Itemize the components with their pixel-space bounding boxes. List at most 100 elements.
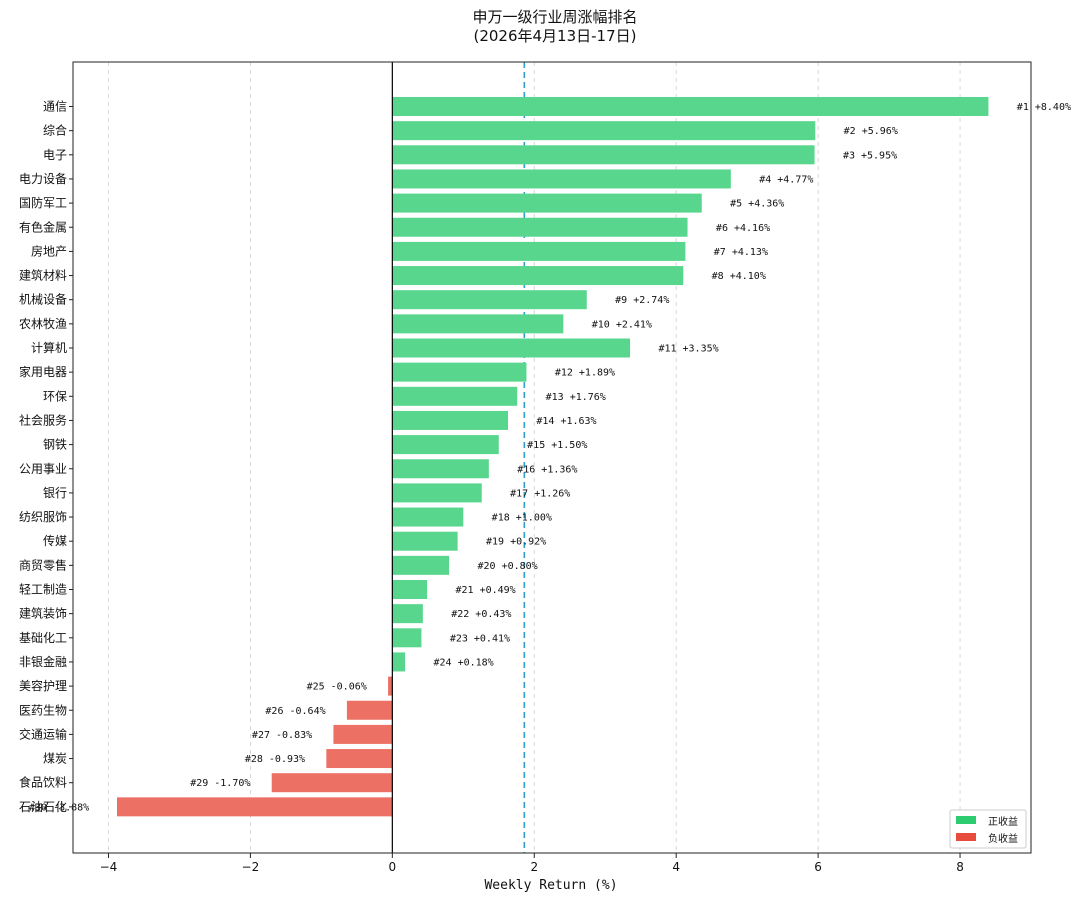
bar bbox=[392, 169, 731, 189]
legend-label-negative: 负收益 bbox=[988, 832, 1018, 845]
category-label: 综合 bbox=[43, 123, 67, 138]
value-label: #21 +0.49% bbox=[455, 585, 515, 596]
value-label: #8 +4.10% bbox=[712, 271, 766, 282]
value-label: #30 -3.88% bbox=[29, 802, 89, 813]
category-label: 轻工制造 bbox=[19, 583, 67, 597]
value-label: #5 +4.36% bbox=[730, 199, 784, 210]
bar bbox=[392, 604, 423, 624]
bar bbox=[392, 314, 564, 334]
category-label: 电力设备 bbox=[19, 172, 67, 186]
x-tick-label: 6 bbox=[814, 860, 822, 874]
plot-frame bbox=[72, 61, 1032, 854]
bar bbox=[392, 338, 631, 358]
bar bbox=[392, 435, 499, 455]
category-label: 社会服务 bbox=[19, 412, 67, 427]
category-label: 银行 bbox=[43, 486, 67, 500]
bars-layer bbox=[116, 97, 989, 817]
x-axis-ticks: −4 −2 0 2 4 6 8 bbox=[100, 853, 964, 874]
value-label: #25 -0.06% bbox=[307, 682, 367, 693]
x-tick-label: −2 bbox=[242, 860, 260, 874]
value-label: #22 +0.43% bbox=[451, 609, 511, 620]
bar bbox=[116, 797, 393, 817]
bar bbox=[392, 362, 527, 382]
value-label: #9 +2.74% bbox=[615, 295, 669, 306]
value-label: #15 +1.50% bbox=[527, 440, 587, 451]
category-label: 交通运输 bbox=[19, 726, 67, 741]
chart-subtitle: (2026年4月13日-17日) bbox=[473, 27, 636, 45]
category-label: 传媒 bbox=[43, 533, 67, 548]
legend: 正收益 负收益 bbox=[949, 809, 1027, 849]
legend-swatch-negative bbox=[956, 833, 976, 841]
bar bbox=[392, 97, 989, 116]
bar bbox=[392, 628, 422, 648]
category-label: 医药生物 bbox=[19, 703, 67, 717]
category-label: 建筑装饰 bbox=[19, 606, 67, 621]
x-tick-label: −4 bbox=[100, 860, 118, 874]
value-label: #6 +4.16% bbox=[716, 223, 770, 234]
category-label: 计算机 bbox=[31, 340, 67, 355]
bar bbox=[392, 290, 587, 310]
bar bbox=[392, 193, 702, 213]
value-label: #13 +1.76% bbox=[546, 392, 606, 403]
category-label: 基础化工 bbox=[19, 631, 67, 645]
bar bbox=[392, 241, 686, 261]
value-label: #24 +0.18% bbox=[433, 657, 493, 668]
bar bbox=[392, 217, 688, 237]
value-labels: #1 +8.40% #2 +5.96% #3 +5.95% #4 +4.77% #5 +… bbox=[29, 102, 1071, 813]
category-label: 机械设备 bbox=[19, 292, 67, 307]
value-label: #16 +1.36% bbox=[517, 464, 577, 475]
bar bbox=[392, 531, 458, 551]
x-tick-label: 4 bbox=[672, 860, 680, 874]
bar bbox=[392, 483, 482, 503]
category-label: 煤炭 bbox=[43, 752, 67, 766]
category-label: 食品饮料 bbox=[19, 775, 67, 790]
category-labels: 通信综合电子电力设备国防军工有色金属房地产建筑材料机械设备农林牧渔计算机家用电器… bbox=[19, 100, 73, 814]
value-label: #29 -1.70% bbox=[190, 778, 250, 789]
value-label: #17 +1.26% bbox=[510, 488, 570, 499]
value-label: #23 +0.41% bbox=[450, 633, 510, 644]
value-label: #2 +5.96% bbox=[844, 126, 898, 137]
bar bbox=[346, 700, 393, 720]
category-label: 通信 bbox=[43, 100, 67, 114]
bar bbox=[392, 459, 489, 479]
bar bbox=[392, 652, 406, 672]
bar bbox=[326, 749, 393, 769]
value-label: #18 +1.00% bbox=[492, 513, 552, 524]
category-label: 环保 bbox=[43, 389, 67, 403]
category-label: 公用事业 bbox=[19, 462, 67, 476]
value-label: #20 +0.80% bbox=[477, 561, 537, 572]
category-label: 美容护理 bbox=[19, 678, 67, 693]
value-label: #28 -0.93% bbox=[245, 754, 305, 765]
bar bbox=[392, 386, 518, 406]
value-label: #14 +1.63% bbox=[536, 416, 596, 427]
value-label: #27 -0.83% bbox=[252, 730, 312, 741]
value-label: #4 +4.77% bbox=[759, 174, 813, 185]
value-label: #26 -0.64% bbox=[265, 706, 325, 717]
bar bbox=[392, 121, 816, 141]
bar bbox=[388, 676, 393, 696]
chart-title: 申万一级行业周涨幅排名 bbox=[472, 8, 637, 26]
category-label: 商贸零售 bbox=[19, 557, 67, 572]
value-label: #12 +1.89% bbox=[555, 368, 615, 379]
value-label: #1 +8.40% bbox=[1017, 102, 1071, 113]
bar bbox=[392, 580, 428, 599]
category-label: 国防军工 bbox=[19, 195, 67, 210]
category-label: 家用电器 bbox=[19, 364, 67, 379]
x-tick-label: 2 bbox=[530, 860, 538, 874]
category-label: 电子 bbox=[43, 148, 67, 162]
bar bbox=[392, 145, 815, 165]
category-label: 有色金属 bbox=[19, 219, 67, 234]
legend-label-positive: 正收益 bbox=[988, 815, 1018, 828]
category-label: 房地产 bbox=[31, 243, 67, 258]
x-tick-label: 8 bbox=[956, 860, 964, 874]
value-label: #11 +3.35% bbox=[658, 344, 718, 355]
category-label: 纺织服饰 bbox=[19, 510, 67, 524]
bar bbox=[271, 773, 393, 793]
bar bbox=[392, 266, 684, 286]
category-label: 石油石化 bbox=[19, 800, 67, 814]
category-label: 非银金融 bbox=[19, 654, 67, 669]
value-label: #19 +0.92% bbox=[486, 537, 546, 548]
bar bbox=[392, 507, 464, 527]
